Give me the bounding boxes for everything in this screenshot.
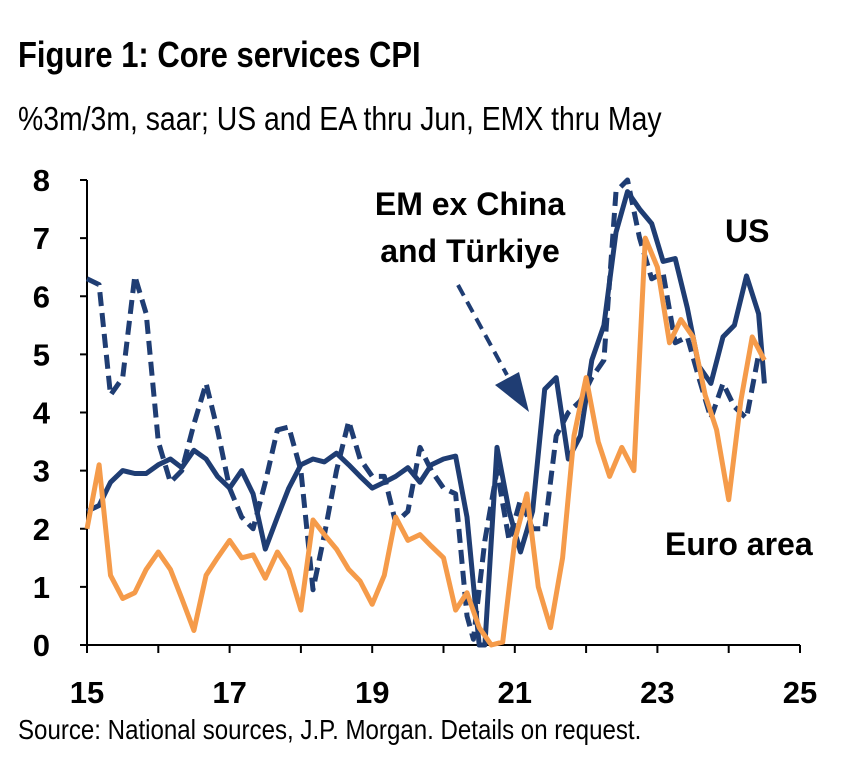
chart-title: Figure 1: Core services CPI xyxy=(18,34,421,75)
annotations: EM ex China and Türkiye US Euro area xyxy=(375,186,813,562)
x-tick-label: 21 xyxy=(498,675,532,710)
annotation-arrow-shaft xyxy=(456,284,509,376)
annotation-us: US xyxy=(725,213,769,249)
y-tick-label: 3 xyxy=(33,454,50,489)
y-tick-label: 2 xyxy=(33,512,50,547)
y-tick-label: 0 xyxy=(33,628,50,663)
source-note: Source: National sources, J.P. Morgan. D… xyxy=(18,714,642,745)
annotation-em-line1: EM ex China xyxy=(375,186,565,222)
x-tick-label: 19 xyxy=(355,675,389,710)
series-line-us xyxy=(85,189,767,648)
annotation-em-line2: and Türkiye xyxy=(380,233,560,269)
x-tick-label: 25 xyxy=(783,675,817,710)
y-tick-label: 5 xyxy=(33,337,50,372)
y-tick-label: 8 xyxy=(33,163,50,198)
x-tick-label: 17 xyxy=(212,675,246,710)
x-tick-label: 23 xyxy=(640,675,674,710)
annotation-euro-area: Euro area xyxy=(665,526,813,562)
series-line-euro-area xyxy=(84,235,767,648)
y-tick-label: 6 xyxy=(33,279,50,314)
annotation-arrow-head xyxy=(495,372,529,412)
y-tick-label: 7 xyxy=(33,221,50,256)
series-lines xyxy=(84,177,767,648)
y-tick-label: 4 xyxy=(33,396,51,431)
y-tick-label: 1 xyxy=(33,570,50,605)
x-tick-label: 15 xyxy=(70,675,104,710)
chart-subtitle: %3m/3m, saar; US and EA thru Jun, EMX th… xyxy=(18,100,662,137)
